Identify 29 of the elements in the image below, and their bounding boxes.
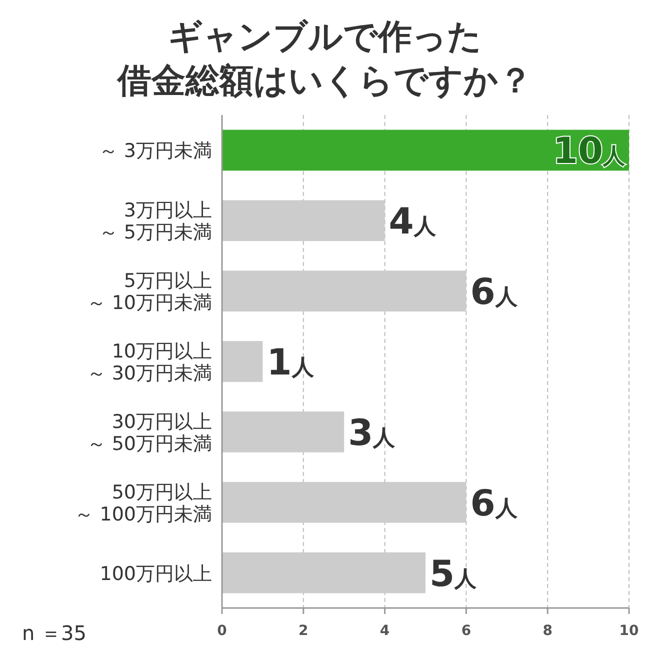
x-tick-label: 0 (217, 623, 228, 639)
bar (222, 200, 385, 242)
data-label: 5人 (430, 554, 478, 595)
data-label: 6人 (470, 272, 518, 314)
x-tick-label: 4 (380, 623, 390, 639)
bar (222, 412, 344, 452)
y-tick-label: 3万円以上～ 5万円未満 (98, 200, 212, 244)
x-tick-label: 6 (461, 623, 472, 639)
x-tick-label: 10 (619, 623, 639, 639)
x-tick-label: 8 (542, 623, 552, 639)
y-tick-label: 5万円以上～ 10万円未満 (86, 270, 212, 314)
bar (222, 341, 263, 382)
y-tick-label: 30万円以上～ 50万円未満 (86, 410, 212, 455)
y-tick-label: ～ 3万円未満 (98, 140, 212, 162)
data-label: 4人 (388, 202, 437, 243)
data-label: 6人 (470, 483, 518, 524)
y-tick-label: 50万円以上～ 100万円未満 (74, 481, 212, 526)
text: n ＝35 (22, 621, 86, 645)
bar (222, 552, 426, 594)
chart-title: ギャンブルで作った借金総額はいくらですか？ (116, 17, 532, 101)
y-tick-label: 100万円以上 (100, 562, 212, 585)
bar (222, 482, 466, 523)
data-label: 3人 (348, 412, 396, 454)
data-label: 1人 (266, 342, 315, 384)
y-tick-label: 10万円以上～ 30万円未満 (86, 340, 212, 384)
bar (222, 130, 629, 171)
x-tick-label: 2 (298, 623, 308, 639)
bar (222, 270, 466, 312)
data-label: 10人 (552, 131, 626, 172)
